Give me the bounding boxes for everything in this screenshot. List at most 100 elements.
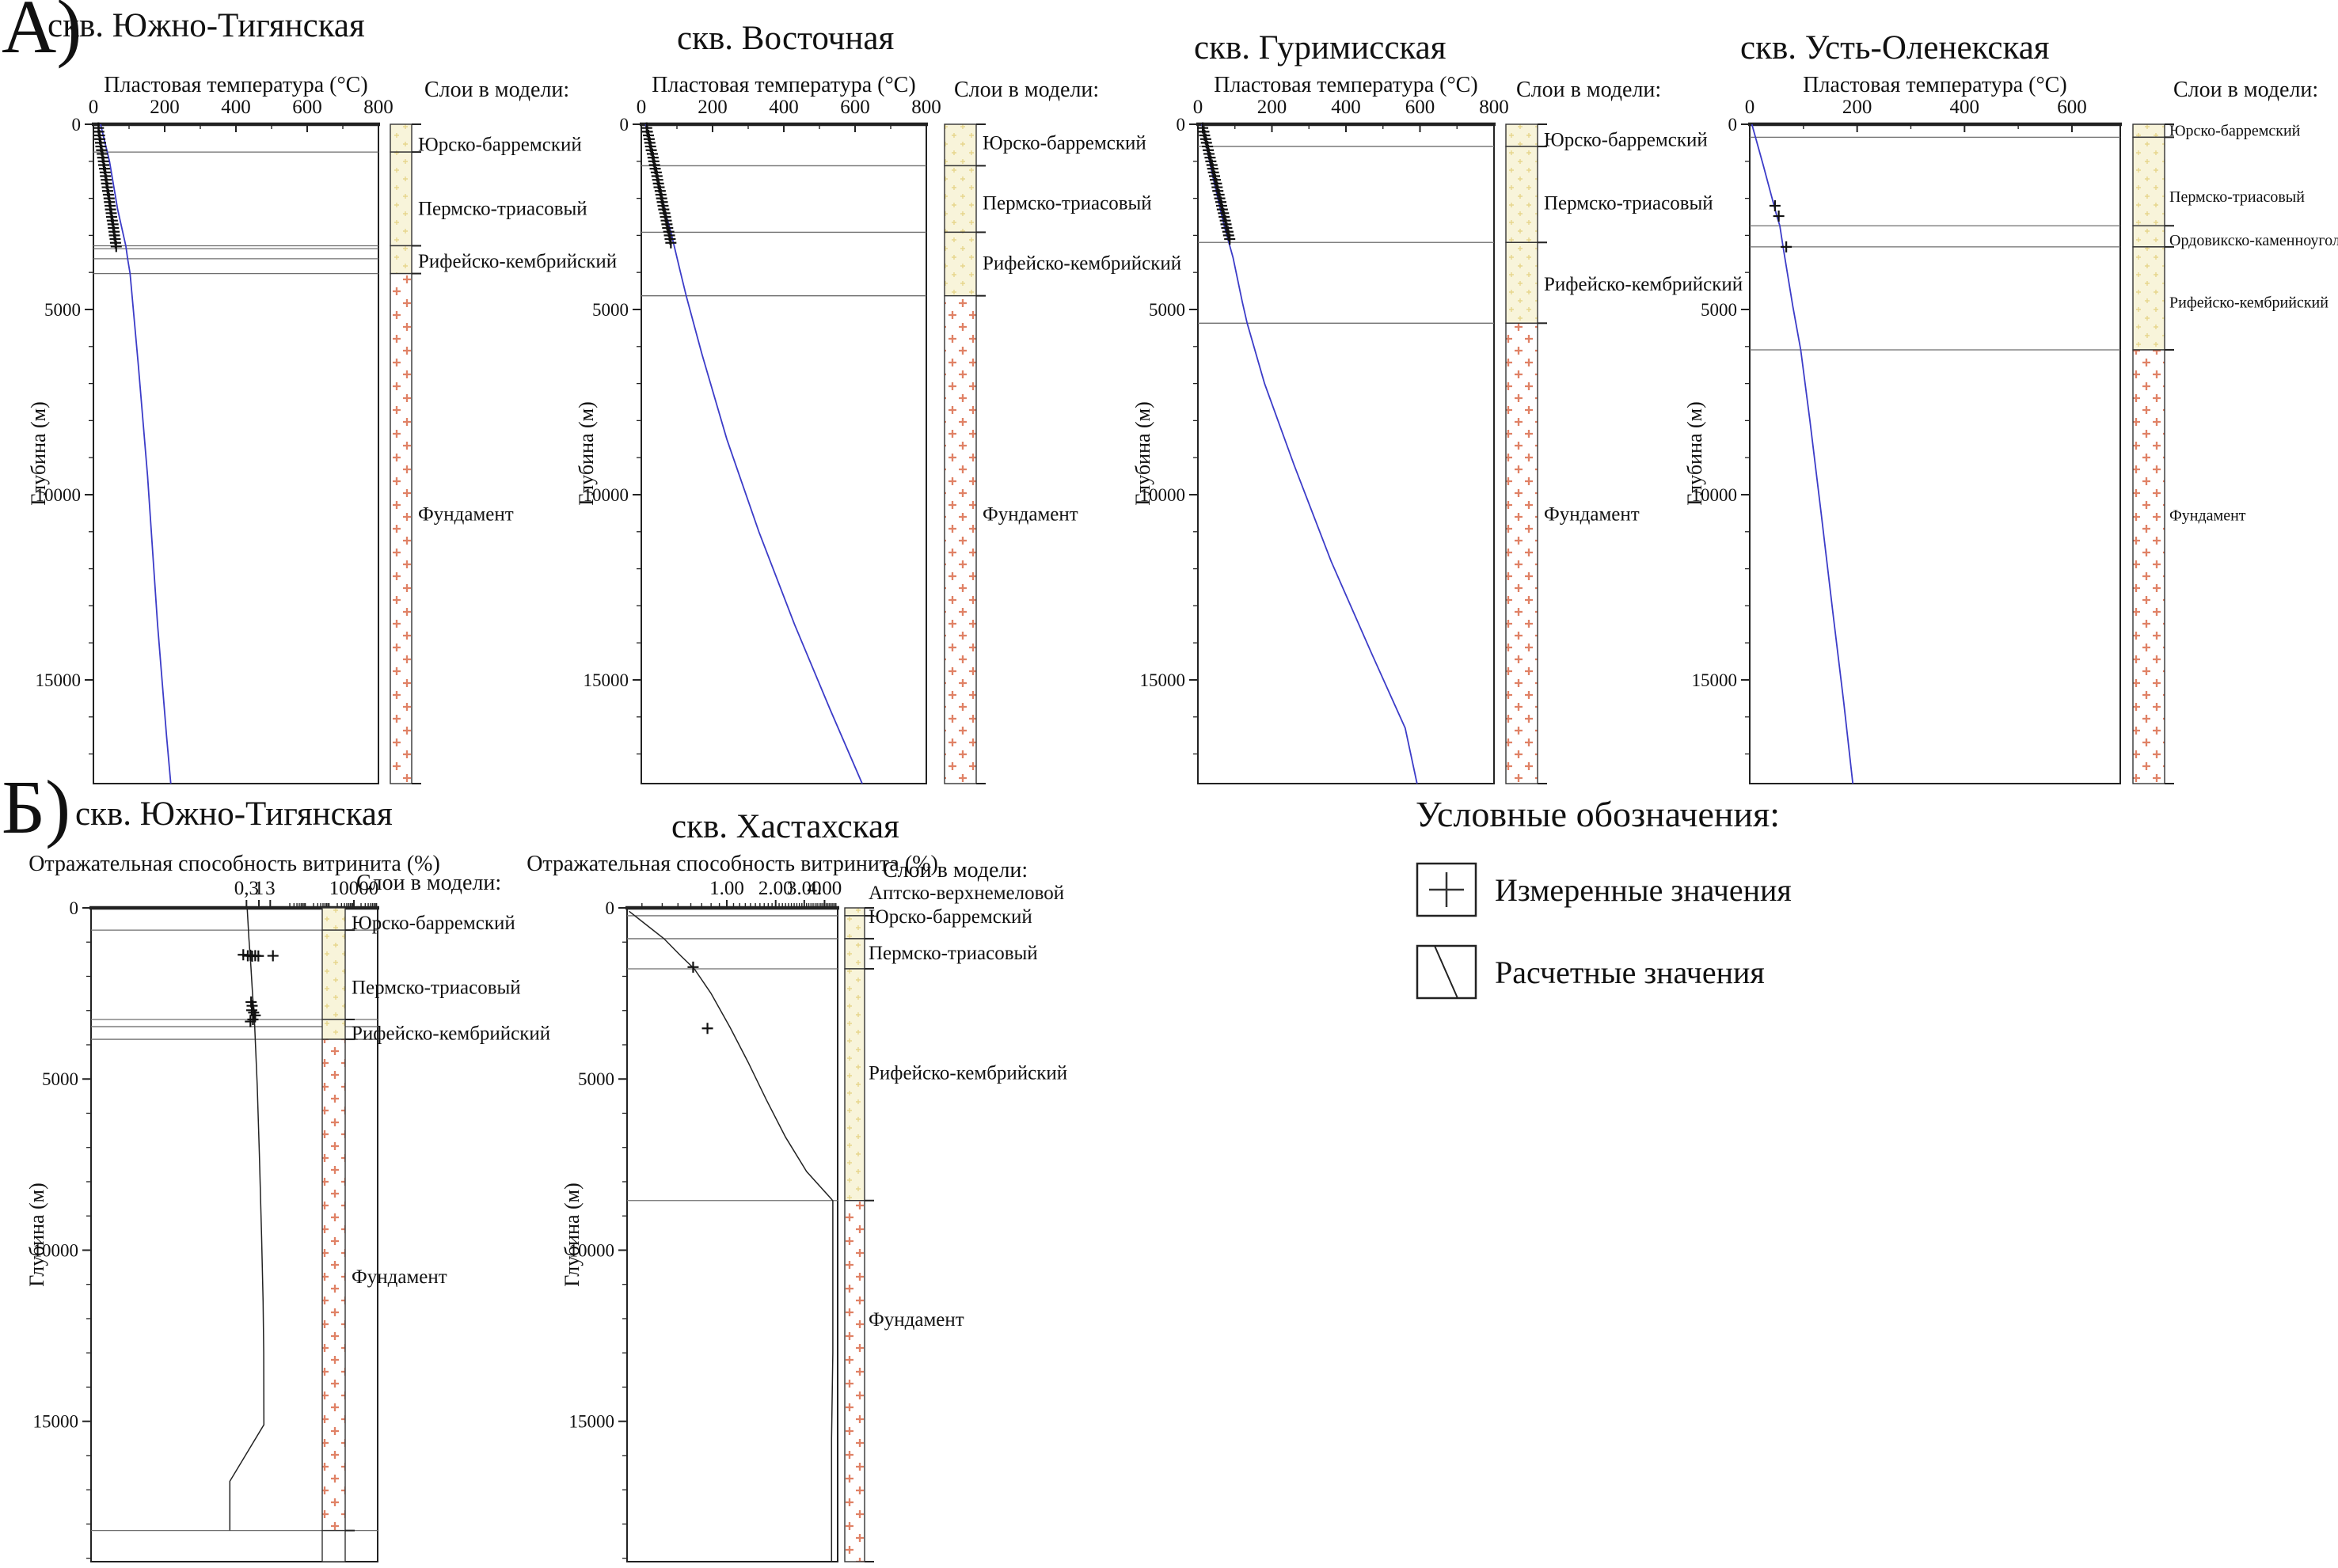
layer-label: Юрско-барремский bbox=[418, 134, 582, 155]
strat-column-segment bbox=[2132, 349, 2165, 784]
depth-tick-label: 15000 bbox=[1692, 670, 1738, 690]
well-title: скв. Усть-Оленекская bbox=[1740, 29, 2050, 66]
layers-title: Слои в модели: bbox=[2173, 78, 2318, 102]
layer-label: Рифейско-кембрийский bbox=[2169, 294, 2328, 311]
layer-label: Рифейско-кембрийский bbox=[983, 253, 1181, 275]
x-tick-label: 400 bbox=[769, 97, 799, 118]
strat-column-segment bbox=[2132, 123, 2165, 139]
x-tick-label: 800 bbox=[1479, 97, 1509, 118]
x-tick-label: 200 bbox=[1257, 97, 1287, 118]
measured-cross bbox=[1773, 211, 1785, 222]
well-title: скв. Южно-Тигянская bbox=[48, 7, 365, 44]
panel-label-b: Б) bbox=[2, 765, 71, 849]
layer-label: Пермско-триасовый bbox=[1544, 192, 1713, 214]
layer-label: Юрско-барремский bbox=[2169, 123, 2301, 140]
measured-cross bbox=[701, 1023, 713, 1035]
layer-label: Юрско-барремский bbox=[983, 132, 1146, 154]
x-tick-label: 0 bbox=[89, 97, 99, 118]
x-tick-label: 0 bbox=[637, 97, 647, 118]
layer-label: Ордовикско-каменноугольный bbox=[2169, 232, 2338, 249]
x-tick-label: 600 bbox=[2057, 97, 2087, 118]
depth-tick-label: 0 bbox=[1177, 115, 1186, 135]
measured-cross bbox=[1781, 241, 1792, 252]
layer-label: Фундамент bbox=[1544, 503, 1640, 525]
panel-label-a: А) bbox=[2, 0, 82, 69]
strat-column-segment bbox=[944, 231, 977, 297]
layer-label: Пермско-триасовый bbox=[983, 192, 1152, 214]
strat-column-segment bbox=[390, 245, 412, 275]
strat-column-segment bbox=[944, 123, 977, 167]
x-tick-label: 0 bbox=[1745, 97, 1755, 118]
depth-tick-label: 0 bbox=[1728, 115, 1738, 135]
strat-column-segment bbox=[1505, 123, 1538, 147]
strat-column-segment bbox=[844, 1200, 865, 1562]
depth-tick-label: 5000 bbox=[592, 300, 629, 320]
depth-tick-label: 0 bbox=[606, 898, 615, 918]
x-tick-label: 600 bbox=[292, 97, 322, 118]
chart-a4: 0 200 400 600 0 5000 10000 15000 Пластовая темпе… bbox=[1683, 29, 2338, 784]
well-title: скв. Южно-Тигянская bbox=[75, 795, 393, 833]
strat-column-segment bbox=[844, 907, 865, 917]
depth-tick-label: 10000 bbox=[584, 485, 629, 505]
x-tick-label: 3 bbox=[265, 878, 276, 899]
strat-column-segment bbox=[321, 929, 346, 1020]
depth-tick-label: 10000 bbox=[1692, 485, 1738, 505]
strat-column-segment bbox=[390, 151, 412, 247]
x-axis-title: Пластовая температура (°C) bbox=[1803, 73, 2066, 97]
x-tick-label: 2.00 bbox=[758, 878, 793, 899]
depth-tick-label: 10000 bbox=[33, 1240, 79, 1260]
legend-item-measured: Измеренные значения bbox=[1416, 862, 2334, 917]
x-tick-label: 0,3 bbox=[234, 878, 259, 899]
x-tick-label: 800 bbox=[363, 97, 393, 118]
layer-label: Юрско-барремский bbox=[352, 913, 515, 934]
strat-column-segment bbox=[844, 915, 865, 940]
layer-label: Пермско-триасовый bbox=[352, 977, 521, 998]
x-axis-title: Отражательная способность витринита (%) bbox=[29, 852, 440, 876]
x-tick-label: 600 bbox=[1405, 97, 1435, 118]
layer-label: Фундамент bbox=[869, 1309, 964, 1331]
depth-tick-label: 15000 bbox=[584, 670, 629, 690]
calculated-line bbox=[229, 907, 265, 1531]
measured-cross bbox=[687, 961, 699, 973]
legend-measured-label: Измеренные значения bbox=[1495, 871, 1792, 908]
layer-label: Аптско-верхнемеловой bbox=[869, 883, 1064, 904]
x-tick-label: 1.00 bbox=[709, 878, 744, 899]
x-tick-label: 400 bbox=[1950, 97, 1980, 118]
strat-column-segment bbox=[2132, 246, 2165, 351]
strat-column-segment bbox=[2132, 225, 2165, 248]
x-tick-label: 3.00 bbox=[787, 878, 822, 899]
chart-b1: 0,31 3 10000 0 5000 10000 15000 Отражательная с… bbox=[25, 795, 550, 1562]
depth-tick-label: 10000 bbox=[569, 1240, 615, 1260]
depth-tick-label: 0 bbox=[70, 898, 79, 918]
x-tick-label: 400 bbox=[221, 97, 251, 118]
x-axis-title: Пластовая температура (°C) bbox=[104, 73, 367, 97]
plot-area bbox=[93, 123, 379, 784]
layer-label: Рифейско-кембрийский bbox=[1544, 274, 1743, 295]
layer-label: Рифейско-кембрийский bbox=[869, 1063, 1067, 1084]
layers-title: Слои в модели: bbox=[954, 78, 1099, 102]
x-tick-label: 10000 bbox=[329, 878, 379, 899]
strat-column-segment bbox=[321, 1529, 346, 1562]
x-tick-label: 200 bbox=[1842, 97, 1872, 118]
legend-title: Условные обозначения: bbox=[1416, 794, 1781, 834]
measured-cross bbox=[1769, 199, 1781, 211]
depth-tick-label: 0 bbox=[72, 115, 82, 135]
strat-column-segment bbox=[944, 165, 977, 233]
x-tick-label: 200 bbox=[150, 97, 180, 118]
depth-tick-label: 15000 bbox=[1140, 670, 1186, 690]
measured-cross bbox=[110, 241, 122, 252]
x-tick-label: 0 bbox=[1193, 97, 1203, 118]
depth-axis-title: Глубина (м) bbox=[1131, 401, 1154, 506]
layer-label: Пермско-триасовый bbox=[869, 943, 1038, 964]
legend-calculated-label: Расчетные значения bbox=[1495, 954, 1765, 990]
layer-label: Фундамент bbox=[418, 503, 514, 525]
depth-tick-label: 5000 bbox=[44, 300, 81, 320]
x-axis-title: Пластовая температура (°C) bbox=[1214, 73, 1477, 97]
measured-plus-icon bbox=[1416, 862, 1477, 917]
chart-a3: 0 200 400 600 800 0 5000 10000 15000 Пластовая те… bbox=[1131, 29, 1743, 784]
measured-cross bbox=[665, 237, 677, 249]
depth-tick-label: 5000 bbox=[1701, 300, 1737, 320]
plot-area bbox=[1749, 123, 2121, 784]
chart-b2: 1.00 2.003.004.00 0 5000 10000 15000 Отражател… bbox=[527, 808, 1067, 1562]
